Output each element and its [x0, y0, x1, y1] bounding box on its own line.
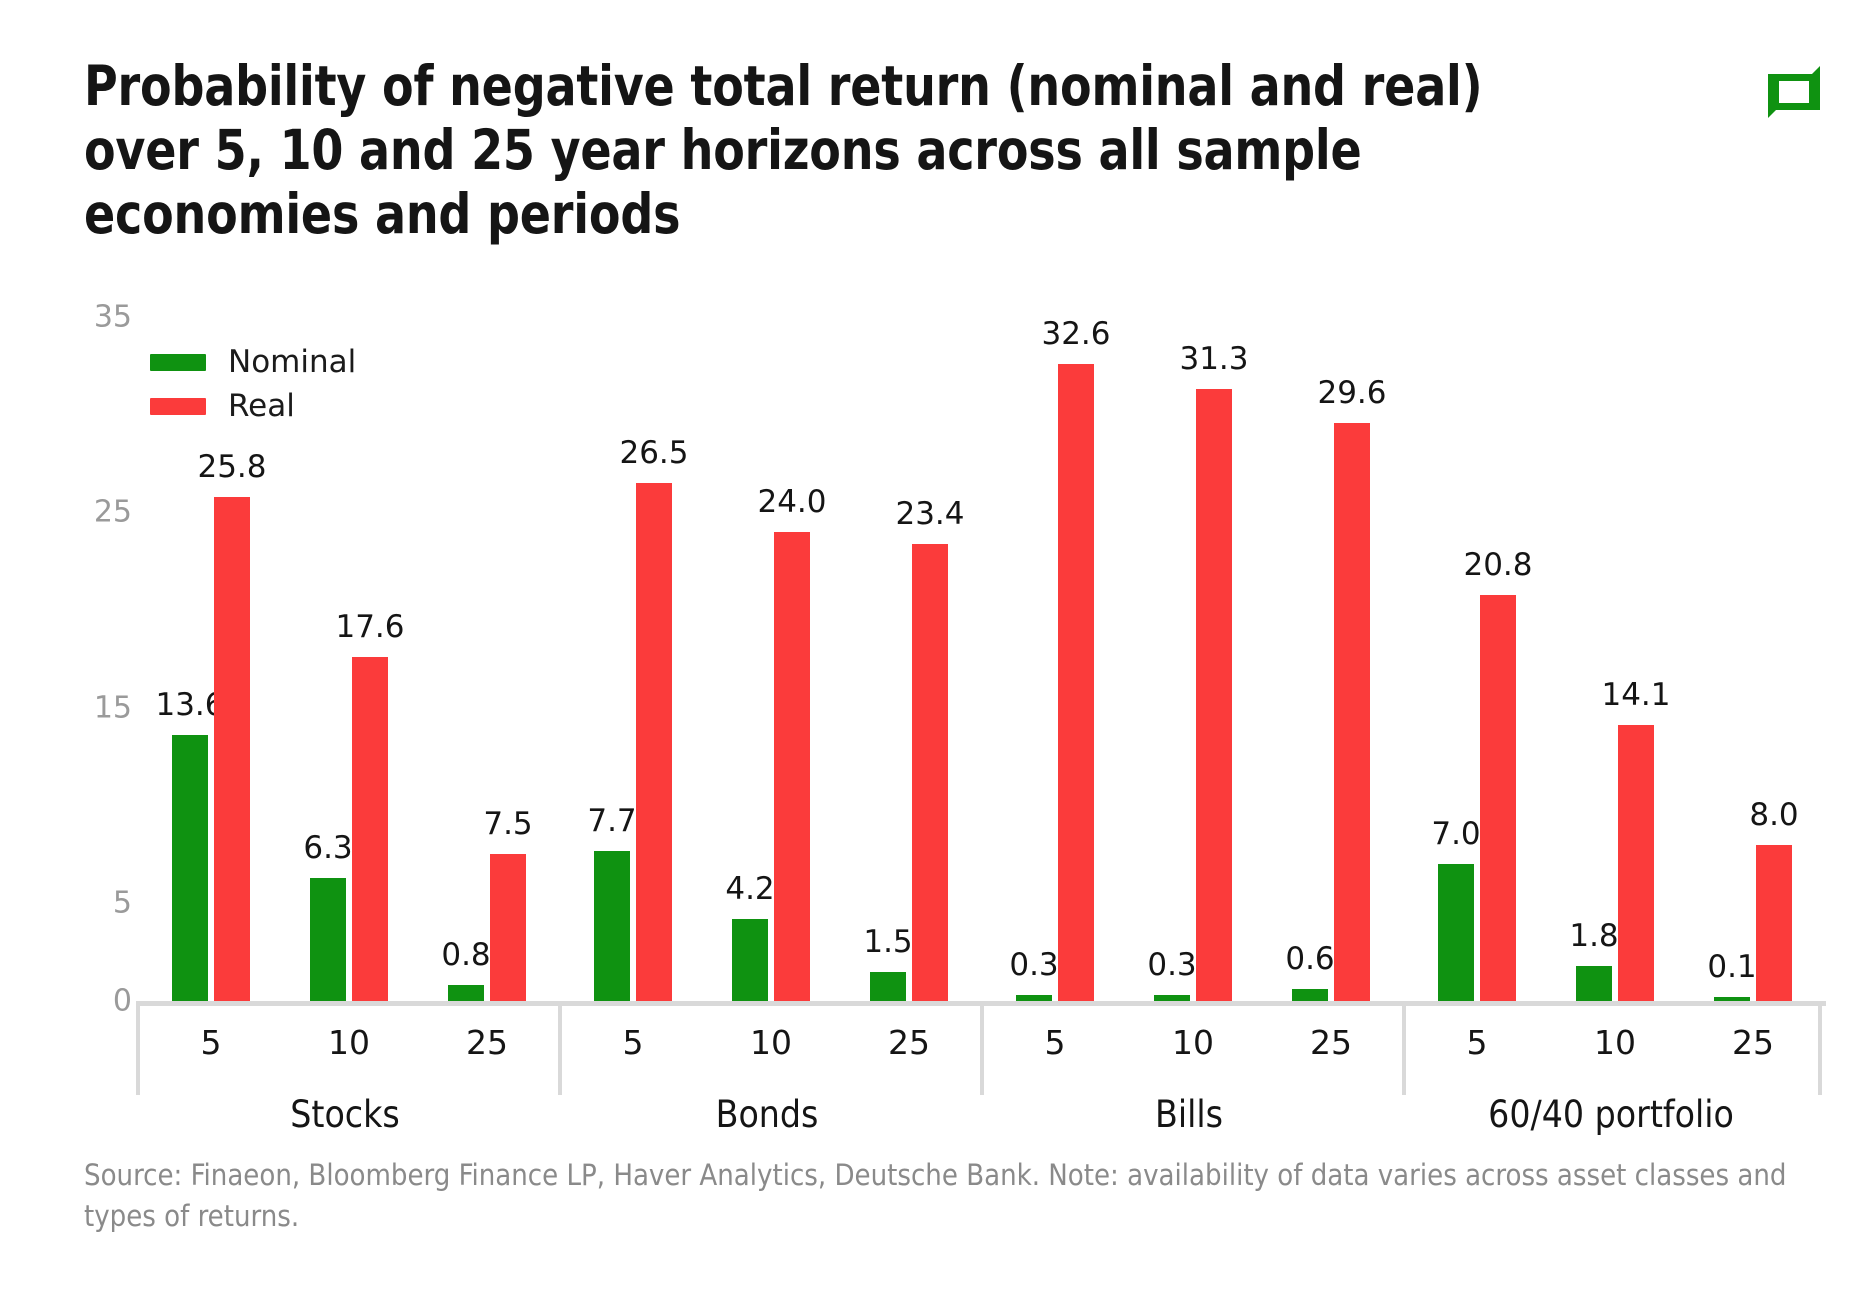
bar-nominal	[1438, 864, 1474, 1001]
x-axis-tick-label: 10	[1172, 1023, 1214, 1062]
bar-value-label-nominal: 0.3	[1147, 947, 1197, 984]
bar-real	[490, 854, 526, 1001]
bar-real	[1480, 594, 1516, 1001]
bar-real	[1196, 389, 1232, 1001]
bar-real	[1334, 422, 1370, 1001]
x-axis-tick-label: 25	[466, 1023, 508, 1062]
x-axis-group-label: 60/40 portfolio	[1488, 1093, 1734, 1136]
y-axis-tick-label: 0	[112, 983, 132, 1019]
legend-swatch-nominal	[150, 353, 206, 371]
bar-value-label-real: 31.3	[1179, 341, 1249, 378]
axis-group-separator	[558, 1001, 562, 1095]
bar-real	[774, 531, 810, 1001]
bar-value-label-real: 23.4	[895, 495, 965, 532]
x-axis-tick-label: 5	[200, 1023, 222, 1062]
bar-nominal	[1016, 995, 1052, 1001]
bar-nominal	[870, 971, 906, 1001]
bar-nominal	[1154, 995, 1190, 1001]
legend-swatch-real	[150, 397, 206, 415]
bar-nominal	[448, 985, 484, 1001]
bar-value-label-real: 25.8	[197, 448, 267, 485]
bar-value-label-real: 26.5	[619, 435, 689, 472]
axis-group-separator	[1402, 1001, 1406, 1095]
bar-nominal	[1292, 989, 1328, 1001]
y-axis-tick-label: 35	[93, 299, 132, 335]
bar-nominal	[172, 735, 208, 1001]
x-axis-tick-label: 10	[750, 1023, 792, 1062]
x-axis-tick-label: 25	[1310, 1023, 1352, 1062]
axis-group-separator	[980, 1001, 984, 1095]
bar-value-label-nominal: 7.7	[587, 802, 637, 839]
bar-value-label-nominal: 7.0	[1431, 816, 1481, 853]
y-axis-tick-label: 5	[112, 885, 132, 921]
x-axis-group-label: Stocks	[290, 1093, 400, 1136]
x-axis-group-label: Bonds	[715, 1093, 819, 1136]
bar-nominal	[1714, 997, 1750, 1001]
legend-label-nominal: Nominal	[228, 344, 357, 380]
bar-value-label-nominal: 0.6	[1285, 941, 1335, 978]
bar-nominal	[594, 850, 630, 1001]
x-axis-tick-label: 5	[1466, 1023, 1488, 1062]
legend-item-real: Real	[150, 384, 356, 428]
x-axis-group-label: Bills	[1155, 1093, 1223, 1136]
bar-value-label-nominal: 0.8	[441, 937, 491, 974]
source-note: Source: Finaeon, Bloomberg Finance LP, H…	[84, 1158, 1787, 1234]
chart-header: Probability of negative total return (no…	[0, 0, 1872, 270]
bar-value-label-nominal: 1.5	[863, 923, 913, 960]
chart-legend: Nominal Real	[150, 340, 356, 428]
bar-real	[636, 483, 672, 1001]
y-axis-tick-label: 25	[93, 494, 132, 530]
axis-group-separator	[136, 1001, 140, 1095]
legend-label-real: Real	[228, 388, 295, 424]
bar-real	[214, 496, 250, 1001]
bar-value-label-nominal: 0.3	[1009, 947, 1059, 984]
bar-nominal	[732, 918, 768, 1001]
bar-value-label-nominal: 4.2	[725, 870, 775, 907]
bar-value-label-real: 8.0	[1749, 796, 1799, 833]
bar-value-label-real: 14.1	[1601, 677, 1671, 714]
bar-value-label-nominal: 1.8	[1569, 917, 1619, 954]
y-axis: 0 5 15 25 35	[62, 0, 132, 1290]
bar-value-label-nominal: 0.1	[1707, 949, 1757, 985]
legend-item-nominal: Nominal	[150, 340, 356, 384]
x-axis-tick-label: 5	[622, 1023, 644, 1062]
x-axis-tick-label: 5	[1044, 1023, 1066, 1062]
bar-value-label-nominal: 13.6	[155, 687, 225, 724]
bar-real	[1058, 363, 1094, 1001]
bar-value-label-real: 7.5	[483, 806, 533, 843]
bar-nominal	[1576, 965, 1612, 1001]
deutsche-bank-logo-icon	[1768, 66, 1820, 118]
bar-value-label-real: 24.0	[757, 483, 827, 520]
bar-real	[1756, 844, 1792, 1001]
x-axis-tick-label: 10	[1594, 1023, 1636, 1062]
y-axis-tick-label: 15	[93, 690, 132, 726]
bar-nominal	[310, 877, 346, 1001]
bar-value-label-real: 20.8	[1463, 546, 1533, 583]
bar-real	[912, 543, 948, 1001]
bar-value-label-real: 17.6	[335, 609, 405, 646]
x-axis-tick-label: 10	[328, 1023, 370, 1062]
bar-value-label-nominal: 6.3	[303, 829, 353, 866]
axis-end-tick	[1818, 1001, 1822, 1095]
page-title: Probability of negative total return (no…	[84, 54, 1483, 246]
x-axis-tick-label: 25	[1732, 1023, 1774, 1062]
bar-real	[352, 657, 388, 1001]
bar-value-label-real: 32.6	[1041, 315, 1111, 352]
bar-value-label-real: 29.6	[1317, 374, 1387, 411]
bar-real	[1618, 725, 1654, 1001]
x-axis-tick-label: 25	[888, 1023, 930, 1062]
